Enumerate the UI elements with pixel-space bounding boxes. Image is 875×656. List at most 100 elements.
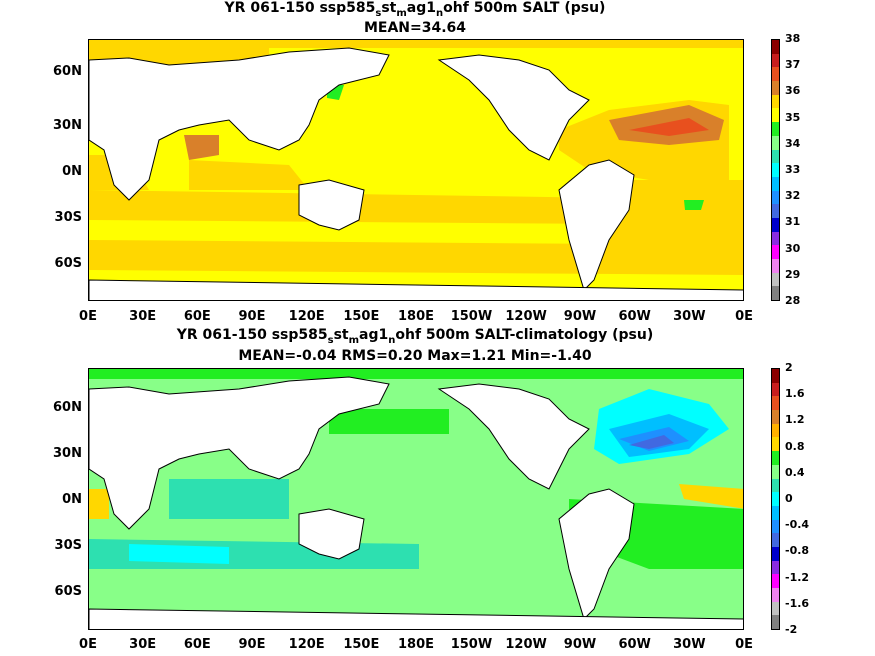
top-colorbar-label: 35 [785, 110, 801, 124]
bottom-colorbar-swatch [772, 560, 779, 575]
bottom-colorbar-label: -0.8 [785, 544, 810, 558]
bottom-colorbar-swatch [772, 369, 779, 383]
top-colorbar-swatch [772, 67, 779, 82]
bottom-colorbar-swatch [772, 437, 779, 452]
top-colorbar-swatch [772, 81, 779, 95]
bottom-colorbar-swatch [772, 519, 779, 534]
bottom-colorbar-label: -1.2 [785, 570, 810, 584]
top-colorbar-label: 38 [785, 32, 801, 45]
top-colorbar-label: 31 [785, 215, 801, 229]
bottom-lon-label: 60W [618, 637, 651, 652]
top-lon-label: 0E [79, 309, 97, 324]
bottom-colorbar-swatch [772, 410, 779, 424]
top-colorbar-swatch [772, 40, 779, 54]
top-colorbar-swatch [772, 122, 779, 136]
bottom-lon-label: 120W [505, 637, 547, 652]
top-colorbar-swatch [772, 245, 779, 259]
top-colorbar-swatch [772, 108, 779, 123]
top-lon-label: 60W [618, 309, 651, 324]
top-colorbar-swatch [772, 217, 779, 232]
top-lat-label: 30N [53, 118, 82, 133]
top-lon-label: 30E [129, 309, 157, 324]
bottom-colorbar-label: 1.6 [785, 387, 805, 401]
bottom-map-subtitle: MEAN=-0.04 RMS=0.20 Max=1.21 Min=-1.40 [238, 348, 592, 364]
bottom-colorbar-label: 0.8 [785, 439, 805, 453]
top-colorbar-label: 34 [785, 136, 801, 150]
top-lon-label: 30W [673, 309, 706, 324]
top-lon-label: 90E [238, 309, 266, 324]
top-lon-label: 120W [505, 309, 547, 324]
bottom-colorbar-swatch [772, 451, 779, 465]
bottom-colorbar-label: 0 [785, 492, 793, 505]
bottom-colorbar-label: -2 [785, 623, 798, 636]
top-colorbar-swatch [772, 272, 779, 287]
top-colorbar [771, 39, 780, 301]
top-lon-label: 60E [183, 309, 211, 324]
top-colorbar-label: 28 [785, 294, 801, 307]
bottom-lat-label: 30N [53, 446, 82, 461]
bottom-lat-label: 0N [62, 492, 82, 507]
bottom-colorbar-swatch [772, 533, 779, 547]
top-colorbar-label: 30 [785, 241, 801, 255]
bottom-colorbar-swatch [772, 464, 779, 479]
top-lat-label: 30S [54, 210, 82, 225]
bottom-lon-label: 150E [343, 637, 380, 652]
top-lon-label: 0E [735, 309, 753, 324]
top-colorbar-label: 37 [785, 58, 801, 72]
bottom-colorbar-swatch [772, 396, 779, 411]
top-lat-label: 0N [62, 164, 82, 179]
bottom-anomaly-map [88, 368, 744, 630]
bottom-lon-label: 60E [183, 637, 211, 652]
top-colorbar-swatch [772, 135, 779, 150]
top-colorbar-swatch [772, 149, 779, 164]
bottom-colorbar-label: 0.4 [785, 465, 805, 479]
bottom-lon-label: 0E [735, 637, 753, 652]
bottom-colorbar-label: 1.2 [785, 413, 805, 427]
top-salinity-map [88, 39, 744, 301]
bottom-colorbar-label: -1.6 [785, 596, 810, 610]
top-colorbar-swatch [772, 204, 779, 218]
top-lat-label: 60S [54, 256, 82, 271]
top-lon-label: 120E [288, 309, 325, 324]
bottom-lat-label: 60S [54, 584, 82, 599]
top-colorbar-label: 33 [785, 163, 801, 176]
top-map-subtitle: MEAN=34.64 [363, 20, 467, 36]
bottom-map-canvas [89, 369, 743, 629]
bottom-colorbar-swatch [772, 574, 779, 588]
bottom-colorbar-swatch [772, 492, 779, 506]
bottom-colorbar-label: 2 [785, 361, 793, 374]
top-colorbar-swatch [772, 163, 779, 177]
bottom-lat-label: 60N [53, 400, 82, 415]
bottom-lon-label: 90W [563, 637, 597, 652]
bottom-colorbar-swatch [772, 546, 779, 561]
top-map-title: YR 061-150 ssp585sstmag1nohf 500m SALT (… [224, 0, 606, 19]
top-lat-label: 60N [53, 64, 82, 79]
bottom-colorbar-swatch [772, 478, 779, 493]
bottom-colorbar-swatch [772, 588, 779, 602]
top-colorbar-swatch [772, 53, 779, 68]
top-colorbar-swatch [772, 176, 779, 191]
bottom-lon-label: 180E [398, 637, 435, 652]
bottom-map-title: YR 061-150 ssp585sstmag1nohf 500m SALT-c… [176, 327, 654, 346]
bottom-colorbar [771, 368, 780, 630]
top-colorbar-swatch [772, 231, 779, 246]
bottom-lon-label: 120E [288, 637, 325, 652]
top-lon-label: 180E [398, 309, 435, 324]
top-colorbar-swatch [772, 190, 779, 205]
bottom-colorbar-swatch [772, 423, 779, 438]
bottom-lat-label: 30S [54, 538, 82, 553]
top-colorbar-swatch [772, 94, 779, 109]
bottom-colorbar-swatch [772, 382, 779, 397]
bottom-lon-label: 150W [450, 637, 493, 652]
bottom-lon-label: 90E [238, 637, 266, 652]
top-lon-label: 150W [450, 309, 493, 324]
top-colorbar-label: 29 [785, 267, 801, 281]
bottom-colorbar-swatch [772, 505, 779, 520]
top-colorbar-label: 32 [785, 189, 801, 203]
top-lon-label: 150E [343, 309, 380, 324]
top-colorbar-swatch [772, 286, 779, 301]
bottom-colorbar-label: -0.4 [785, 518, 810, 532]
bottom-colorbar-swatch [772, 601, 779, 616]
bottom-lon-label: 30W [673, 637, 706, 652]
top-lon-label: 90W [563, 309, 597, 324]
